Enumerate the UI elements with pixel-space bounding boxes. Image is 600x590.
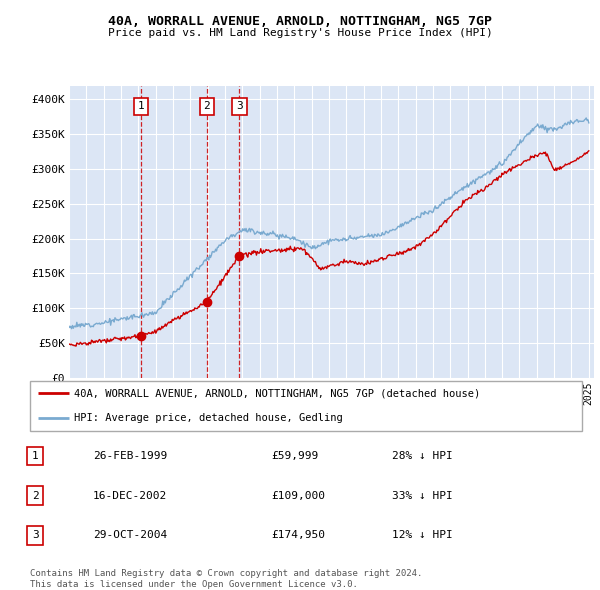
Text: 26-FEB-1999: 26-FEB-1999 — [93, 451, 167, 461]
Text: 16-DEC-2002: 16-DEC-2002 — [93, 491, 167, 500]
FancyBboxPatch shape — [30, 381, 582, 431]
Text: 33% ↓ HPI: 33% ↓ HPI — [392, 491, 453, 500]
Text: HPI: Average price, detached house, Gedling: HPI: Average price, detached house, Gedl… — [74, 413, 343, 423]
Text: £59,999: £59,999 — [271, 451, 319, 461]
Text: 2: 2 — [32, 491, 38, 500]
Text: 12% ↓ HPI: 12% ↓ HPI — [392, 530, 453, 540]
Text: £109,000: £109,000 — [271, 491, 325, 500]
Text: 40A, WORRALL AVENUE, ARNOLD, NOTTINGHAM, NG5 7GP: 40A, WORRALL AVENUE, ARNOLD, NOTTINGHAM,… — [108, 15, 492, 28]
Text: Contains HM Land Registry data © Crown copyright and database right 2024.
This d: Contains HM Land Registry data © Crown c… — [30, 569, 422, 589]
Text: 40A, WORRALL AVENUE, ARNOLD, NOTTINGHAM, NG5 7GP (detached house): 40A, WORRALL AVENUE, ARNOLD, NOTTINGHAM,… — [74, 388, 481, 398]
Text: 29-OCT-2004: 29-OCT-2004 — [93, 530, 167, 540]
Text: 2: 2 — [203, 101, 210, 112]
Text: 3: 3 — [236, 101, 242, 112]
Text: Price paid vs. HM Land Registry's House Price Index (HPI): Price paid vs. HM Land Registry's House … — [107, 28, 493, 38]
Text: £174,950: £174,950 — [271, 530, 325, 540]
Text: 3: 3 — [32, 530, 38, 540]
Text: 1: 1 — [137, 101, 144, 112]
Text: 28% ↓ HPI: 28% ↓ HPI — [392, 451, 453, 461]
Text: 1: 1 — [32, 451, 38, 461]
